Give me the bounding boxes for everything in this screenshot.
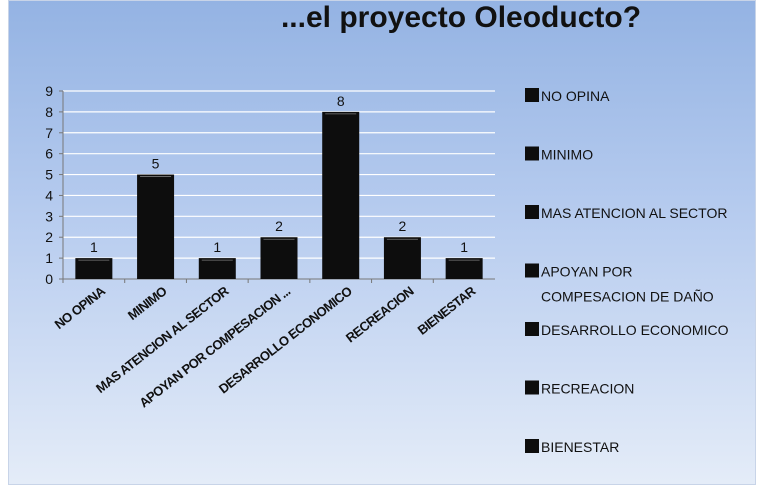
y-tick-label: 8: [45, 104, 53, 120]
legend-label: MINIMO: [541, 147, 593, 163]
legend-label: APOYAN POR COMPESACION DE DAÑO: [541, 264, 714, 305]
data-label: 1: [460, 239, 468, 255]
bar: [322, 112, 359, 279]
legend-swatch: [525, 322, 539, 336]
legend-swatch: [525, 381, 539, 395]
legend-swatch: [525, 439, 539, 453]
y-tick-label: 1: [45, 250, 53, 266]
bar: [137, 175, 174, 279]
y-tick-label: 7: [45, 125, 53, 141]
bar-chart: ...el proyecto Oleoducto? 0 1 2 3 4 5 6 7 8 9 1 NO …: [9, 1, 757, 486]
data-label: 2: [399, 218, 407, 234]
x-tick-label: BIENESTAR: [415, 283, 479, 338]
y-tick-label: 3: [45, 208, 53, 224]
y-tick-label: 4: [45, 187, 53, 203]
y-tick-label: 2: [45, 229, 53, 245]
y-tick-label: 6: [45, 146, 53, 162]
legend-label: DESARROLLO ECONOMICO: [541, 322, 729, 338]
legend: NO OPINA MINIMO MAS ATENCION AL SECTOR APOY…: [525, 88, 729, 455]
x-tick-label: NO OPINA: [52, 283, 109, 332]
bar: [446, 258, 483, 279]
y-tick-label: 0: [45, 271, 53, 287]
data-label: 1: [213, 239, 221, 255]
data-label: 1: [90, 239, 98, 255]
legend-swatch: [525, 205, 539, 219]
y-tick-label: 9: [45, 83, 53, 99]
legend-swatch: [525, 88, 539, 102]
legend-swatch: [525, 147, 539, 161]
x-tick-label: RECREACION: [343, 283, 417, 345]
chart-title: ...el proyecto Oleoducto?: [281, 1, 641, 34]
legend-label: MAS ATENCION AL SECTOR: [541, 205, 727, 221]
legend-label: BIENESTAR: [541, 439, 619, 455]
legend-swatch: [525, 264, 539, 278]
bar: [199, 258, 236, 279]
bar: [384, 237, 421, 279]
data-label: 8: [337, 93, 345, 109]
legend-label: NO OPINA: [541, 88, 610, 104]
data-label: 5: [152, 156, 160, 172]
data-label: 2: [275, 218, 283, 234]
y-tick-label: 5: [45, 167, 53, 183]
chart-frame: ...el proyecto Oleoducto? 0 1 2 3 4 5 6 7 8 9 1 NO …: [8, 0, 756, 485]
x-tick-label: MINIMO: [125, 283, 170, 323]
bar: [261, 237, 298, 279]
bar: [75, 258, 112, 279]
legend-label: RECREACION: [541, 381, 634, 397]
